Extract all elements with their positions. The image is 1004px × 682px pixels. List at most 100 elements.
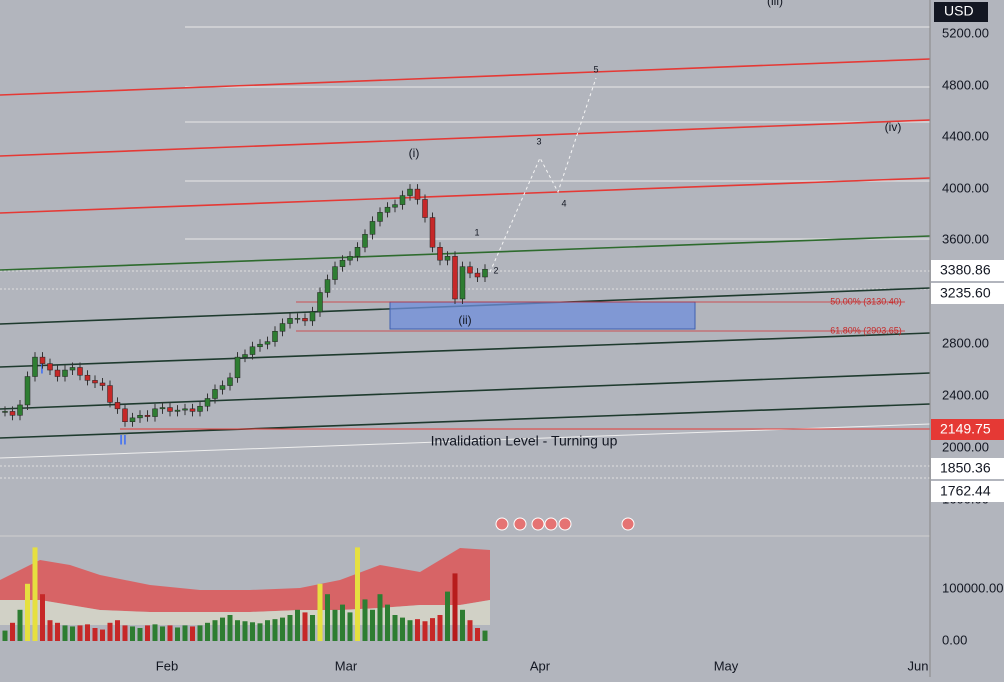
volume-bar xyxy=(302,612,308,641)
candle-body xyxy=(264,341,271,345)
volume-bar xyxy=(272,619,278,641)
candle-body xyxy=(182,408,188,411)
volume-bar xyxy=(437,615,443,641)
volume-bar xyxy=(167,625,173,641)
candle-body xyxy=(17,404,23,416)
time-label: Apr xyxy=(530,658,551,673)
volume-bar xyxy=(430,618,435,641)
candle-body xyxy=(152,408,158,417)
candle-body xyxy=(249,346,256,355)
candle-body xyxy=(212,389,218,399)
candle-body xyxy=(84,374,91,381)
candle-body xyxy=(189,408,196,412)
volume-bar xyxy=(287,615,293,641)
volume-bar xyxy=(62,625,68,641)
badge-label: 2149.75 xyxy=(940,421,991,437)
currency-badge xyxy=(934,2,988,22)
candle-body xyxy=(167,407,173,412)
volume-bar xyxy=(137,628,143,641)
target-zone xyxy=(389,301,696,330)
price-label: 4400.00 xyxy=(942,128,989,143)
volume-bar xyxy=(310,615,315,641)
volume-bar xyxy=(377,594,383,641)
candle-body xyxy=(294,318,301,320)
candle-body xyxy=(399,195,406,205)
annotation: (iv) xyxy=(885,120,902,134)
event-icons xyxy=(495,517,635,531)
badge-label: 3235.60 xyxy=(940,285,991,301)
volume-bar xyxy=(400,617,405,641)
candle-body xyxy=(9,411,16,416)
volume-bar xyxy=(182,625,188,641)
candle-body xyxy=(24,376,31,406)
volume-bar xyxy=(32,547,38,641)
volume-bar xyxy=(107,622,113,641)
time-label: Mar xyxy=(335,658,358,673)
candle-body xyxy=(279,323,286,332)
volume-bar xyxy=(340,604,345,641)
projection-path xyxy=(489,77,597,273)
volume-bar xyxy=(332,609,338,641)
volume-bar xyxy=(197,625,203,641)
price-badge xyxy=(931,260,1004,281)
volume-bar xyxy=(325,594,330,641)
candle-body xyxy=(332,266,338,280)
volume-bar xyxy=(10,622,15,641)
annotation: 5 xyxy=(593,64,598,74)
candle-body xyxy=(317,292,323,313)
candle-body xyxy=(459,266,466,300)
candle-body xyxy=(77,367,83,376)
volume-bar xyxy=(422,621,428,641)
price-label: 4000.00 xyxy=(942,180,989,195)
candle-body xyxy=(47,363,53,371)
annotation: (iii) xyxy=(767,0,783,8)
volume-bar xyxy=(17,609,23,641)
candle-body xyxy=(227,377,233,386)
volume-bar xyxy=(70,626,75,641)
annotation: Invalidation Level - Turning up xyxy=(431,433,618,449)
candle-body xyxy=(362,234,368,248)
badge-label: 3380.86 xyxy=(940,262,991,278)
volume-bar xyxy=(242,621,248,641)
volume-bar xyxy=(445,591,450,641)
volume-bar xyxy=(2,630,8,641)
volume-bar xyxy=(85,624,90,641)
candle-body xyxy=(204,398,211,407)
candle-body xyxy=(129,417,136,422)
candle-body xyxy=(384,206,391,213)
volume-bar xyxy=(100,629,105,641)
volume-bar xyxy=(295,609,300,641)
candle-body xyxy=(257,343,263,348)
price-badge xyxy=(931,458,1004,479)
candle-body xyxy=(482,268,488,278)
price-label: 2000.00 xyxy=(942,439,989,454)
candle-body xyxy=(62,369,68,377)
candle-body xyxy=(369,221,376,235)
candle-body xyxy=(444,256,451,261)
badge-label: 1762.44 xyxy=(940,483,991,499)
volume-bar xyxy=(122,625,128,641)
volume-bar xyxy=(145,625,150,641)
candle-body xyxy=(69,367,76,371)
volume-bar xyxy=(415,619,420,641)
candle-body xyxy=(302,318,308,322)
annotation: I xyxy=(40,361,44,377)
volume-bar xyxy=(190,626,195,641)
volume-bar xyxy=(407,620,413,641)
candle-body xyxy=(219,385,226,390)
candle-body xyxy=(429,217,436,248)
volume-bar xyxy=(47,620,53,641)
volume-bar xyxy=(227,615,233,641)
volume-bar xyxy=(317,583,323,641)
volume-label: 100000.00 xyxy=(942,580,1003,595)
annotation: 61.80% (2903.65) xyxy=(830,325,902,335)
candle-body xyxy=(422,199,428,218)
volume-bar xyxy=(475,628,480,641)
price-badge xyxy=(931,419,1004,440)
annotation: 50.00% (3130.40) xyxy=(830,296,902,306)
candle-body xyxy=(174,409,181,412)
candle-body xyxy=(347,256,353,261)
price-label: 2400.00 xyxy=(942,387,989,402)
candle-body xyxy=(2,411,8,413)
